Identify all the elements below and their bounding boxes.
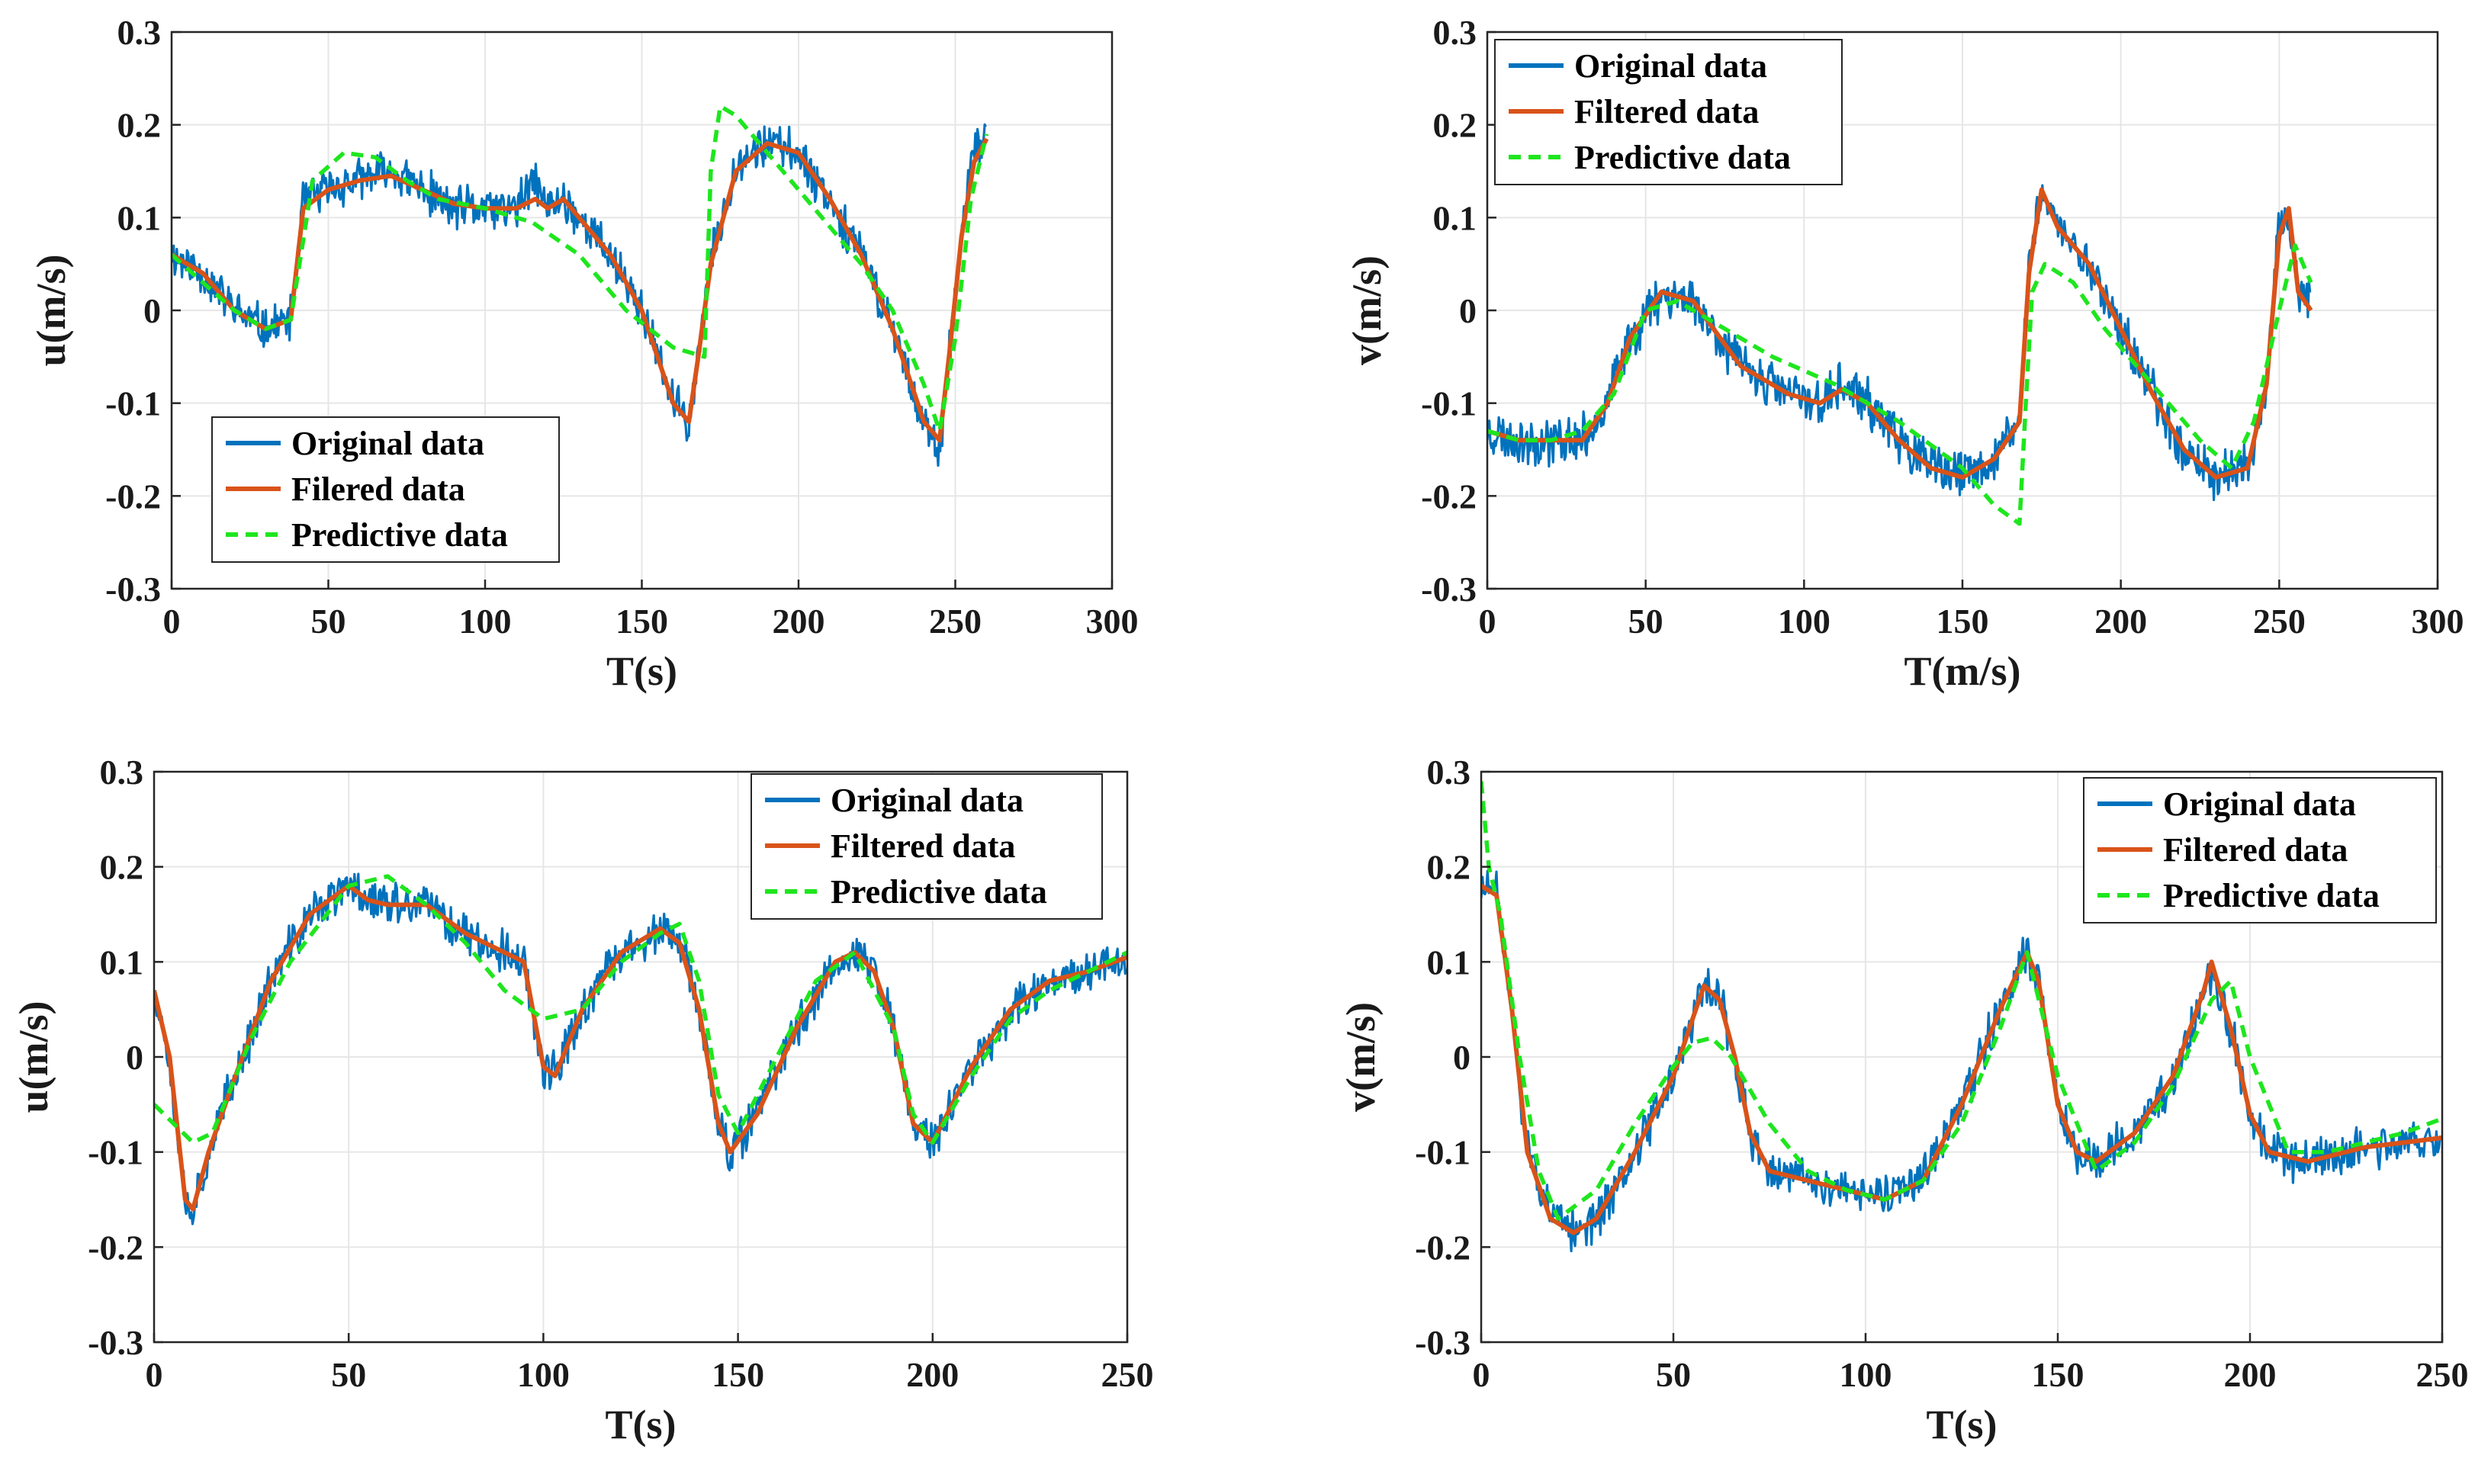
chart-panel-bottom-left: 0 50 100 150 200 250 -0.3 -0.2 -0.1 0 0.1 0.2 0.3 T(s…: [11, 753, 1154, 1447]
y-tick-label: -0.1: [1415, 1133, 1470, 1172]
legend-entry-original: Original data: [291, 425, 484, 462]
x-tick-label: 100: [517, 1355, 570, 1394]
y-tick-label: 0.3: [100, 753, 144, 792]
y-axis-label: u(m/s): [28, 255, 74, 367]
x-tick-label: 150: [2032, 1355, 2084, 1394]
y-tick-label: 0.3: [1433, 13, 1477, 52]
x-tick-label: 0: [1479, 602, 1496, 641]
x-axis-label: T(m/s): [1904, 648, 2021, 694]
legend-entry-predictive: Predictive data: [2163, 877, 2380, 914]
legend-entry-filtered: Filered data: [291, 471, 465, 508]
x-tick-label: 250: [1101, 1355, 1154, 1394]
x-tick-label: 50: [331, 1355, 366, 1394]
x-tick-label: 150: [1937, 602, 1989, 641]
legend-entry-filtered: Filtered data: [831, 827, 1015, 865]
legend-entry-filtered: Filtered data: [2163, 831, 2348, 869]
y-tick-label: -0.1: [1421, 384, 1477, 423]
y-tick-label: -0.2: [105, 477, 161, 516]
x-tick-label: 0: [146, 1355, 163, 1394]
x-tick-label: 250: [929, 602, 982, 641]
series-line-filtered: [154, 883, 1127, 1212]
y-tick-label: 0: [143, 291, 161, 330]
x-tick-label: 200: [906, 1355, 959, 1394]
legend-entry-original: Original data: [2163, 785, 2356, 823]
x-tick-label: 100: [459, 602, 512, 641]
x-tick-label: 150: [712, 1355, 764, 1394]
y-tick-label: -0.2: [1415, 1228, 1470, 1267]
legend-entry-original: Original data: [1574, 47, 1767, 85]
legend-entry-filtered: Filtered data: [1574, 93, 1759, 130]
series-line-predictive: [154, 874, 1127, 1145]
y-tick-label: 0.3: [1427, 753, 1471, 792]
legend-entry-predictive: Predictive data: [291, 516, 508, 554]
x-tick-label: 50: [1656, 1355, 1691, 1394]
x-tick-label: 0: [163, 602, 181, 641]
legend-entry-original: Original data: [831, 782, 1024, 819]
series-line-filtered: [1487, 187, 2313, 480]
y-tick-label: 0.3: [117, 13, 162, 52]
x-axis-label: T(s): [1927, 1402, 1998, 1447]
series-line-predictive: [1487, 243, 2313, 526]
x-tick-label: 300: [2412, 602, 2464, 641]
y-tick-label: -0.3: [88, 1323, 143, 1362]
series-line-predictive: [1481, 781, 2442, 1221]
y-tick-label: 0.2: [1433, 106, 1477, 145]
y-axis-label: v(m/s): [1344, 255, 1390, 365]
x-tick-label: 100: [1778, 602, 1830, 641]
x-tick-label: 250: [2253, 602, 2306, 641]
y-axis-label: v(m/s): [1338, 1002, 1384, 1112]
y-tick-label: 0.2: [1427, 848, 1471, 887]
x-tick-label: 200: [2224, 1355, 2277, 1394]
legend: Original data Filtered data Predictive dat…: [2083, 777, 2437, 923]
legend: Original data Filtered data Predictive dat…: [1494, 39, 1843, 185]
y-tick-label: 0: [126, 1038, 143, 1077]
y-tick-label: -0.1: [105, 384, 161, 423]
x-tick-label: 150: [616, 602, 668, 641]
chart-panel-top-left: 0 50 100 150 200 250 300 -0.3 -0.2 -0.1 0 0.1 0.2 0.3…: [28, 13, 1139, 694]
legend: Original data Filered data Predictive data: [211, 416, 560, 563]
x-tick-label: 200: [2094, 602, 2147, 641]
x-tick-label: 0: [1473, 1355, 1490, 1394]
y-tick-label: 0.1: [1433, 198, 1477, 237]
x-axis-label: T(s): [606, 648, 677, 694]
y-tick-label: 0: [1453, 1038, 1470, 1077]
x-tick-label: 250: [2416, 1355, 2469, 1394]
y-tick-label: -0.2: [1421, 477, 1477, 516]
legend: Original data Filtered data Predictive dat…: [751, 773, 1103, 920]
x-axis-label: T(s): [606, 1402, 677, 1447]
chart-panel-bottom-right: 0 50 100 150 200 250 -0.3 -0.2 -0.1 0 0.1 0.2 0.3 T(s…: [1338, 753, 2469, 1447]
y-tick-label: 0.2: [117, 106, 162, 145]
x-tick-label: 50: [311, 602, 346, 641]
x-tick-label: 50: [1628, 602, 1663, 641]
series-line-predictive: [172, 104, 989, 433]
x-tick-label: 100: [1840, 1355, 1892, 1394]
x-tick-label: 200: [773, 602, 825, 641]
chart-panel-top-right: 0 50 100 150 200 250 300 -0.3 -0.2 -0.1 0 0.1 0.2 0.3…: [1344, 13, 2464, 694]
legend-entry-predictive: Predictive data: [831, 873, 1047, 911]
y-tick-label: 0.2: [100, 848, 144, 887]
y-tick-label: -0.1: [88, 1133, 143, 1172]
legend-entry-predictive: Predictive data: [1574, 139, 1791, 176]
y-tick-label: -0.3: [1421, 570, 1477, 609]
y-axis-label: u(m/s): [11, 1001, 56, 1113]
x-tick-label: 300: [1086, 602, 1139, 641]
y-tick-label: -0.2: [88, 1228, 143, 1267]
y-tick-label: 0.1: [100, 943, 144, 981]
y-tick-label: 0.1: [1427, 943, 1471, 981]
y-tick-label: 0: [1459, 291, 1477, 330]
series-line-filtered: [172, 137, 989, 443]
y-tick-label: -0.3: [105, 570, 161, 609]
y-tick-label: 0.1: [117, 198, 162, 237]
y-tick-label: -0.3: [1415, 1323, 1470, 1362]
